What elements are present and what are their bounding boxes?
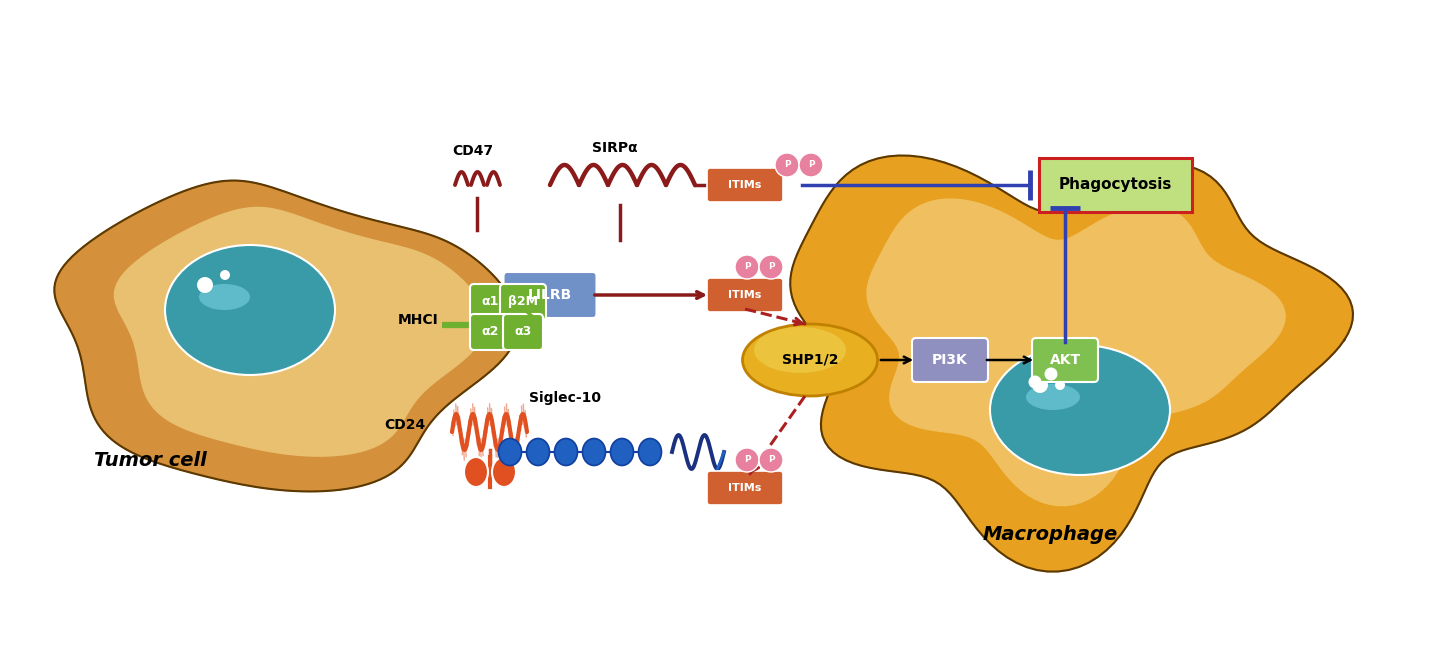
Polygon shape (867, 199, 1285, 506)
Ellipse shape (1027, 384, 1080, 410)
Circle shape (1056, 380, 1066, 390)
FancyBboxPatch shape (1032, 338, 1097, 382)
Ellipse shape (639, 438, 662, 465)
Circle shape (735, 448, 758, 472)
Text: CD47: CD47 (453, 144, 493, 158)
Circle shape (1032, 377, 1048, 393)
Text: α2: α2 (482, 325, 499, 339)
Ellipse shape (583, 438, 606, 465)
Ellipse shape (464, 457, 487, 487)
FancyBboxPatch shape (707, 471, 783, 505)
Text: Tumor cell: Tumor cell (94, 451, 206, 469)
FancyBboxPatch shape (470, 314, 510, 350)
FancyBboxPatch shape (500, 284, 547, 320)
Text: AKT: AKT (1050, 353, 1080, 367)
FancyBboxPatch shape (503, 272, 597, 318)
Text: ITIMs: ITIMs (728, 483, 761, 493)
FancyBboxPatch shape (707, 278, 783, 312)
Text: P: P (808, 160, 815, 170)
Text: ITIMs: ITIMs (728, 290, 761, 300)
Ellipse shape (164, 245, 335, 375)
Text: LILRB: LILRB (528, 288, 572, 302)
Circle shape (1028, 376, 1041, 389)
Text: P: P (744, 455, 750, 465)
Text: SIRPα: SIRPα (593, 141, 637, 155)
Text: SHP1/2: SHP1/2 (782, 353, 838, 367)
Circle shape (198, 277, 213, 293)
Text: α1: α1 (482, 296, 499, 308)
Circle shape (735, 255, 758, 279)
Text: PI3K: PI3K (932, 353, 968, 367)
Ellipse shape (754, 327, 846, 373)
Ellipse shape (991, 345, 1169, 475)
Circle shape (774, 153, 799, 177)
Text: CD24: CD24 (385, 418, 425, 432)
Text: MHCI: MHCI (398, 313, 438, 327)
Text: α3: α3 (515, 325, 532, 339)
FancyBboxPatch shape (1038, 158, 1191, 212)
Ellipse shape (199, 284, 249, 310)
FancyBboxPatch shape (911, 338, 988, 382)
Ellipse shape (555, 438, 577, 465)
Circle shape (758, 448, 783, 472)
Text: P: P (744, 263, 750, 271)
Ellipse shape (526, 438, 549, 465)
Circle shape (799, 153, 823, 177)
Circle shape (758, 255, 783, 279)
Text: P: P (767, 263, 774, 271)
Ellipse shape (610, 438, 633, 465)
Ellipse shape (743, 324, 878, 396)
Polygon shape (790, 156, 1353, 572)
FancyBboxPatch shape (707, 168, 783, 202)
Circle shape (1044, 368, 1057, 381)
Ellipse shape (499, 438, 522, 465)
Text: P: P (767, 455, 774, 465)
Text: Macrophage: Macrophage (982, 525, 1118, 544)
Circle shape (221, 270, 231, 280)
FancyBboxPatch shape (470, 284, 510, 320)
Text: P: P (783, 160, 790, 170)
Text: β2M: β2M (508, 296, 538, 308)
Ellipse shape (492, 457, 516, 487)
Text: Phagocytosis: Phagocytosis (1058, 178, 1172, 193)
Polygon shape (55, 181, 518, 492)
Polygon shape (114, 207, 486, 456)
Text: ITIMs: ITIMs (728, 180, 761, 190)
FancyBboxPatch shape (503, 314, 544, 350)
Text: Siglec-10: Siglec-10 (529, 391, 601, 405)
